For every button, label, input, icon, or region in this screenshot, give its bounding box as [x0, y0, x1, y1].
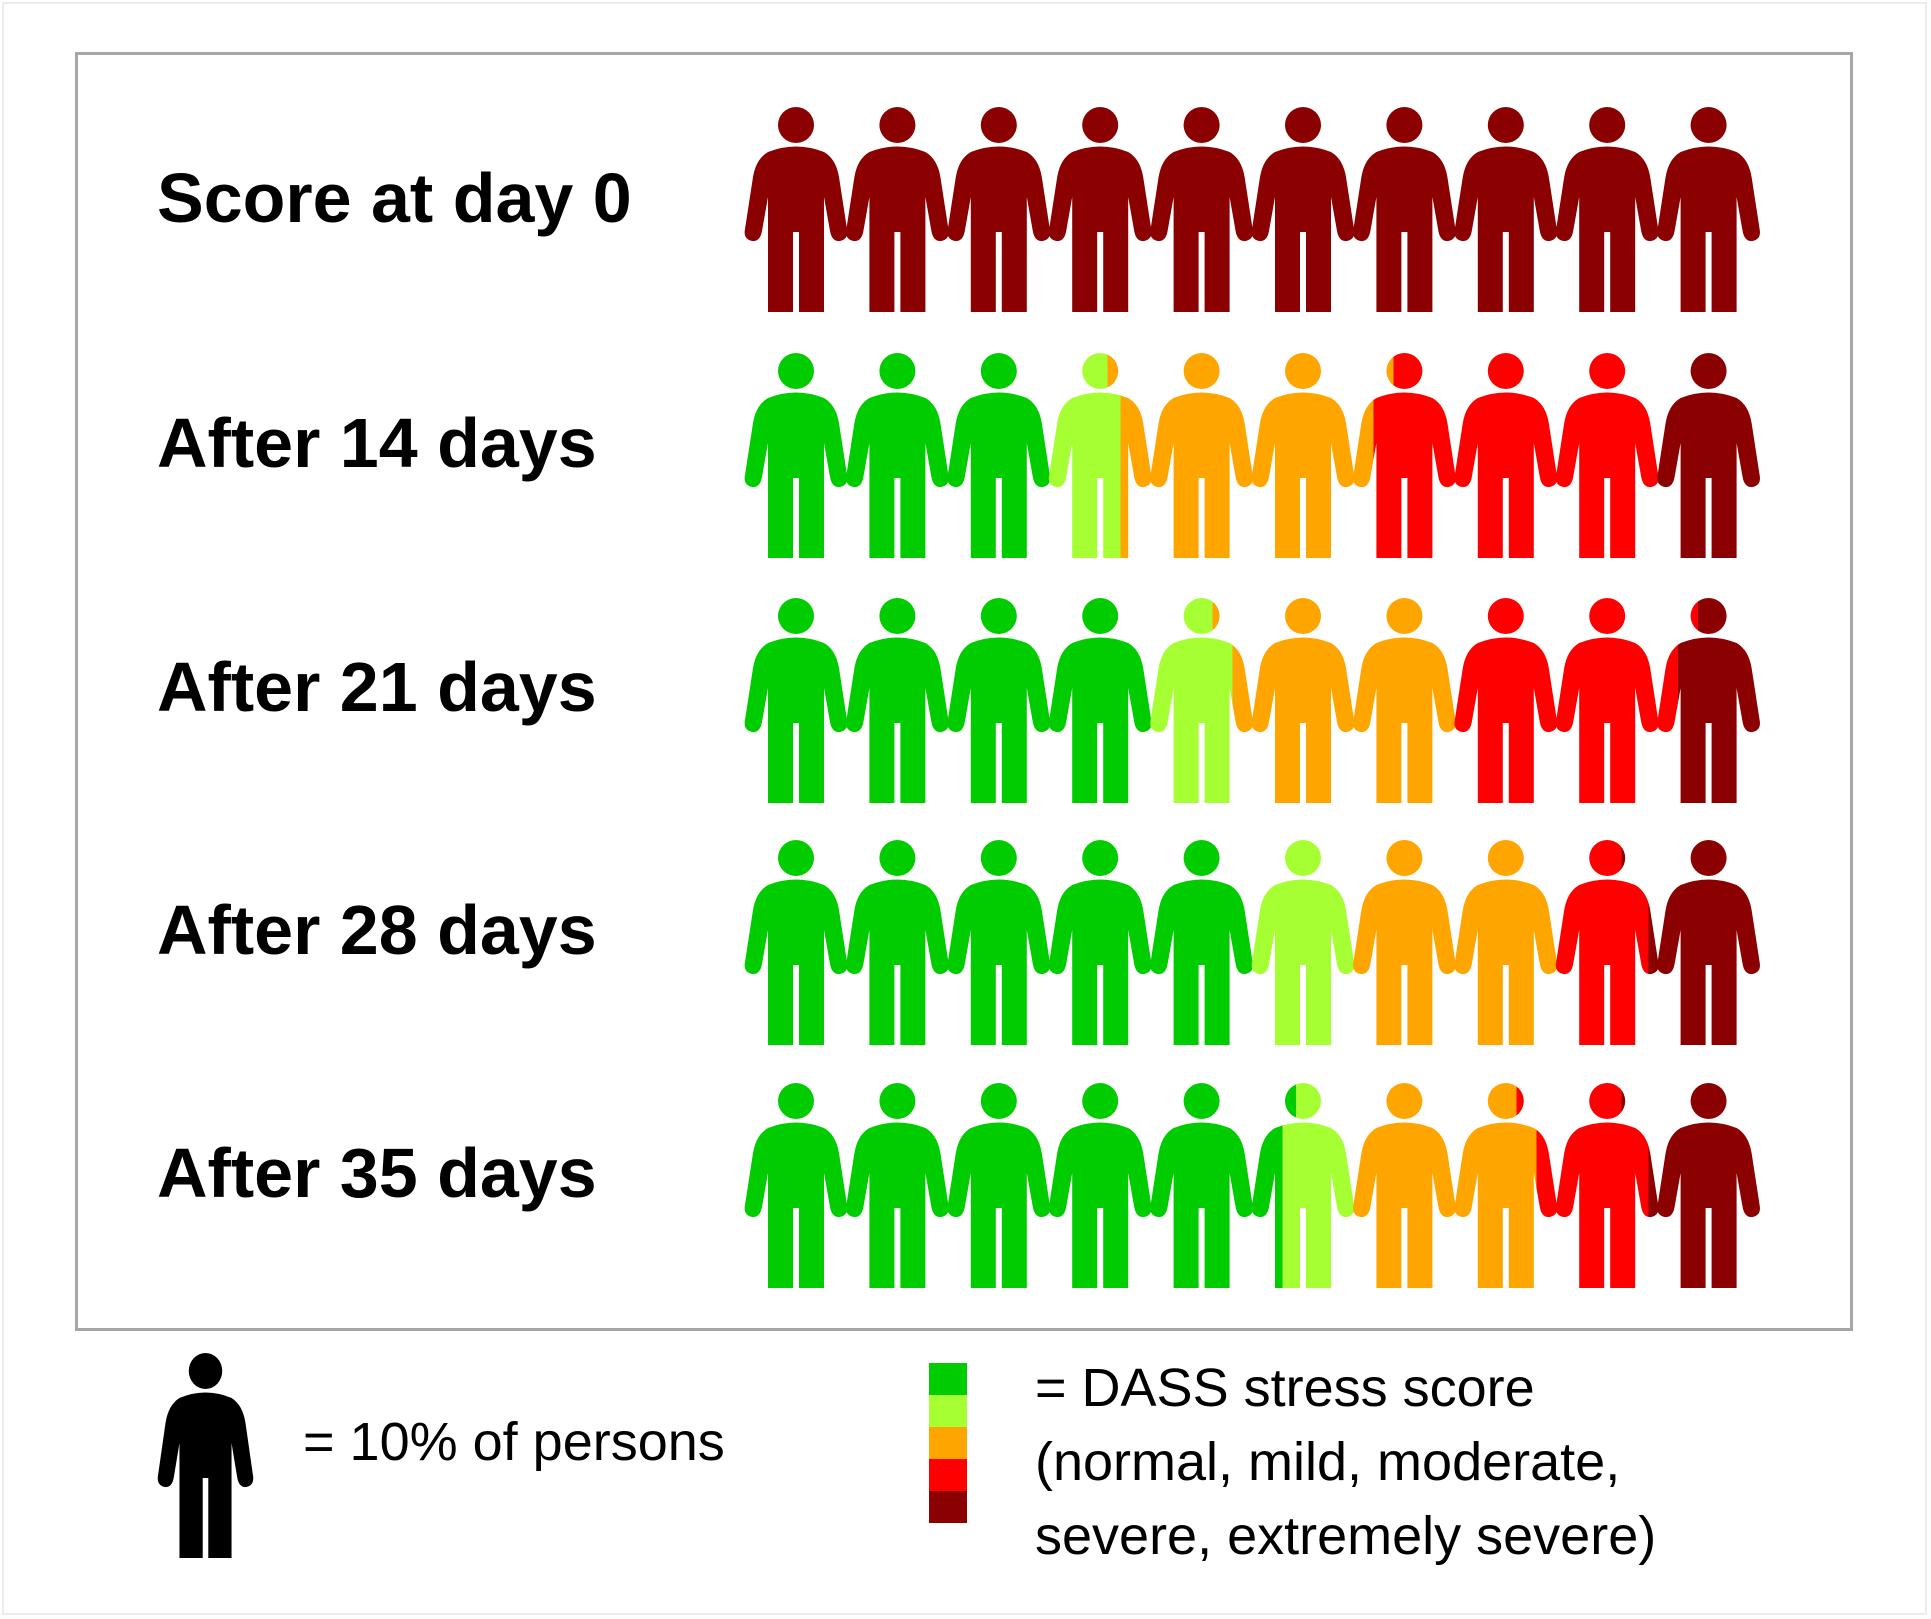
- person-icon-row1-6: [1353, 353, 1456, 558]
- person-icon-row3-9: [1657, 840, 1760, 1045]
- legend-person-icon: [157, 1353, 254, 1558]
- person-icon-row4-7: [1454, 1083, 1558, 1288]
- legend-score-line-1: = DASS stress score: [1035, 1358, 1535, 1418]
- person-icon-row2-2: [947, 598, 1051, 803]
- person-icon-row0-0: [744, 107, 848, 312]
- row-label-day21: After 21 days: [157, 648, 597, 726]
- person-icon-row2-5: [1251, 598, 1355, 803]
- person-icon-row3-5: [1251, 840, 1355, 1045]
- person-icon-row1-5: [1251, 353, 1355, 558]
- person-icon-row4-0: [744, 1083, 848, 1288]
- person-icon-row1-3: [1048, 353, 1152, 558]
- person-icon-row3-8: [1555, 840, 1659, 1045]
- row-label-day0: Score at day 0: [157, 159, 632, 237]
- person-icon-row4-8: [1555, 1083, 1659, 1288]
- legend-person-text: = 10% of persons: [303, 1412, 725, 1472]
- legend-swatch-extremely-severe: [929, 1491, 967, 1523]
- legend-score-line-3: severe, extremely severe): [1035, 1506, 1657, 1566]
- person-icon-row4-6: [1353, 1083, 1456, 1288]
- legend-swatch-moderate: [929, 1427, 967, 1459]
- person-icon-row2-3: [1048, 598, 1152, 803]
- person-icon-row2-6: [1353, 598, 1456, 803]
- row-label-day28: After 28 days: [157, 891, 597, 969]
- person-icon-row4-4: [1150, 1083, 1253, 1288]
- person-icon-row0-7: [1454, 107, 1558, 312]
- person-icon-row3-2: [947, 840, 1051, 1045]
- person-icon-row1-2: [947, 353, 1051, 558]
- person-icon-row3-0: [744, 840, 848, 1045]
- person-icon-row0-3: [1048, 107, 1152, 312]
- person-icon-row3-6: [1353, 840, 1456, 1045]
- person-icon-row4-9: [1657, 1083, 1760, 1288]
- person-icon-row1-1: [846, 353, 949, 558]
- person-icon-row4-1: [846, 1083, 949, 1288]
- person-icon-row1-7: [1454, 353, 1558, 558]
- person-icon-row3-4: [1150, 840, 1253, 1045]
- person-icon-row2-0: [744, 598, 848, 803]
- person-icon-row2-7: [1454, 598, 1558, 803]
- person-icon-row4-2: [947, 1083, 1051, 1288]
- person-icon-row4-3: [1048, 1083, 1152, 1288]
- person-icon-row2-8: [1555, 598, 1659, 803]
- person-icon-row0-2: [947, 107, 1051, 312]
- person-icon-row4-5: [1251, 1083, 1355, 1288]
- person-icon-row1-8: [1555, 353, 1659, 558]
- person-icon-row0-9: [1657, 107, 1760, 312]
- person-icon-row1-9: [1657, 353, 1760, 558]
- person-icon-row0-8: [1555, 107, 1659, 312]
- person-icon-row3-3: [1048, 840, 1152, 1045]
- legend-swatch-mild: [929, 1395, 967, 1427]
- person-icon-row0-6: [1353, 107, 1456, 312]
- person-icon-row2-4: [1150, 598, 1253, 803]
- row-label-day14: After 14 days: [157, 404, 597, 482]
- person-icon-row2-1: [846, 598, 949, 803]
- person-icon-row0-4: [1150, 107, 1253, 312]
- person-icon-row0-1: [846, 107, 949, 312]
- person-icon-row0-5: [1251, 107, 1355, 312]
- person-icon-row1-0: [744, 353, 848, 558]
- row-label-day35: After 35 days: [157, 1134, 597, 1212]
- chart-frame: [75, 52, 1853, 1331]
- person-icon-row3-7: [1454, 840, 1558, 1045]
- person-icon-row3-1: [846, 840, 949, 1045]
- legend-swatch-normal: [929, 1363, 967, 1395]
- person-icon-row1-4: [1150, 353, 1253, 558]
- person-icon-row2-9: [1657, 598, 1760, 803]
- legend-score-line-2: (normal, mild, moderate,: [1035, 1432, 1621, 1492]
- legend-swatch-severe: [929, 1459, 967, 1491]
